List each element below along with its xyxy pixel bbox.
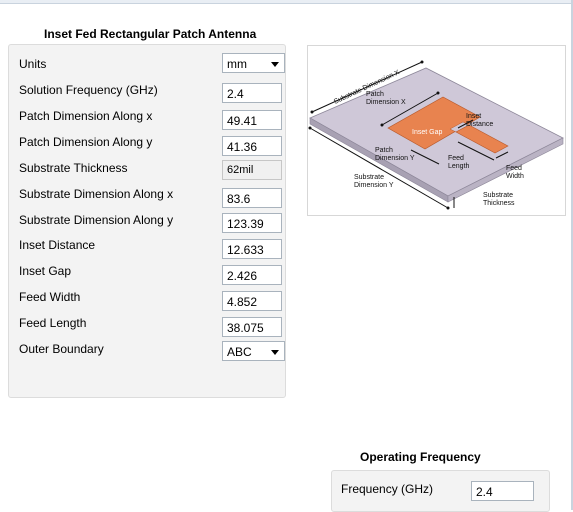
inset-gap-input[interactable]: 2.426: [222, 265, 282, 285]
inset-gap-label: Inset Gap: [19, 264, 72, 278]
patch-x-label-2: Dimension X: [366, 99, 406, 106]
inset-distance-label-2: Distance: [466, 121, 493, 128]
arrow-head: [446, 206, 450, 210]
patch-y-arrow: [410, 149, 440, 165]
feed-width-input[interactable]: 4.852: [222, 291, 282, 311]
arrow-head: [310, 110, 314, 114]
substrate-x-arrow: [311, 61, 423, 113]
substrate-thickness-label: Substrate Thickness: [19, 161, 128, 175]
inset-distance-label-1: Inset: [466, 113, 481, 120]
outer-boundary-label: Outer Boundary: [19, 342, 104, 356]
feed-width-arrow: [495, 151, 509, 159]
feed-length-label-2: Length: [448, 163, 470, 170]
patch-y-input[interactable]: 41.36: [222, 136, 282, 156]
outer-boundary-dropdown[interactable]: ABC: [222, 341, 285, 361]
inset-gap-label: Inset Gap: [412, 129, 442, 136]
operating-frequency-label: Frequency (GHz): [341, 482, 434, 496]
antenna-diagram: Substrate Dimension X Patch Dimension X …: [307, 45, 566, 216]
patch-x-label-1: Patch: [366, 91, 384, 98]
patch-x-arrow: [381, 92, 439, 126]
operating-frequency-input[interactable]: 2.4: [471, 481, 534, 501]
inset-distance-label: Inset Distance: [19, 238, 96, 252]
parameters-panel: Units mm Solution Frequency (GHz) 2.4 Pa…: [8, 44, 286, 398]
substrate-y-arrow: [309, 127, 449, 209]
feed-width-label-1: Feed: [506, 165, 522, 172]
substrate-y-input[interactable]: 123.39: [222, 213, 282, 233]
units-value: mm: [227, 57, 247, 71]
feed-width-label-2: Width: [506, 173, 524, 180]
substrate-thickness-label-1: Substrate: [483, 192, 513, 199]
substrate-y-label-2: Dimension Y: [354, 182, 394, 189]
chevron-down-icon: [271, 350, 279, 355]
patch-x-input[interactable]: 49.41: [222, 110, 282, 130]
patch-y-label-1: Patch: [375, 147, 393, 154]
antenna-diagram-svg: Substrate Dimension X Patch Dimension X …: [308, 60, 564, 210]
substrate-y-label-1: Substrate: [354, 174, 384, 181]
page-title: Inset Fed Rectangular Patch Antenna: [44, 27, 257, 41]
patch-y-label: Patch Dimension Along y: [19, 135, 153, 149]
operating-frequency-title: Operating Frequency: [360, 450, 481, 464]
window-top-border: [0, 0, 573, 4]
operating-frequency-panel: Frequency (GHz) 2.4: [331, 470, 550, 512]
substrate-x-label: Substrate Dimension Along x: [19, 187, 174, 201]
inset-distance-arrow: [457, 119, 474, 129]
arrow-head: [308, 126, 312, 130]
feed-length-input[interactable]: 38.075: [222, 317, 282, 337]
feed-length-label-1: Feed: [448, 155, 464, 162]
solution-frequency-input[interactable]: 2.4: [222, 83, 282, 103]
arrow-head: [380, 123, 384, 127]
arrow-heads: [308, 60, 450, 210]
substrate-thickness-field: 62mil: [222, 160, 282, 180]
substrate-thickness-label-2: Thickness: [483, 200, 515, 207]
feed-line: [455, 124, 509, 154]
patch-y-label-2: Dimension Y: [375, 155, 415, 162]
units-dropdown[interactable]: mm: [222, 53, 285, 73]
substrate-y-label: Substrate Dimension Along y: [19, 213, 174, 227]
dimension-lines: [309, 61, 509, 209]
feed-width-label: Feed Width: [19, 290, 81, 304]
inset-distance-input[interactable]: 12.633: [222, 239, 282, 259]
arrow-head: [436, 91, 440, 95]
substrate-side-right: [447, 137, 564, 203]
chevron-down-icon: [271, 62, 279, 67]
feed-length-label: Feed Length: [19, 316, 87, 330]
outer-boundary-value: ABC: [227, 345, 252, 359]
patch-x-label: Patch Dimension Along x: [19, 109, 153, 123]
window-right-border: [571, 0, 573, 510]
units-label: Units: [19, 57, 47, 71]
feed-length-arrow: [457, 141, 495, 161]
substrate-x-input[interactable]: 83.6: [222, 188, 282, 208]
solution-frequency-label: Solution Frequency (GHz): [19, 83, 158, 97]
patch: [387, 96, 481, 150]
arrow-head: [420, 60, 424, 64]
